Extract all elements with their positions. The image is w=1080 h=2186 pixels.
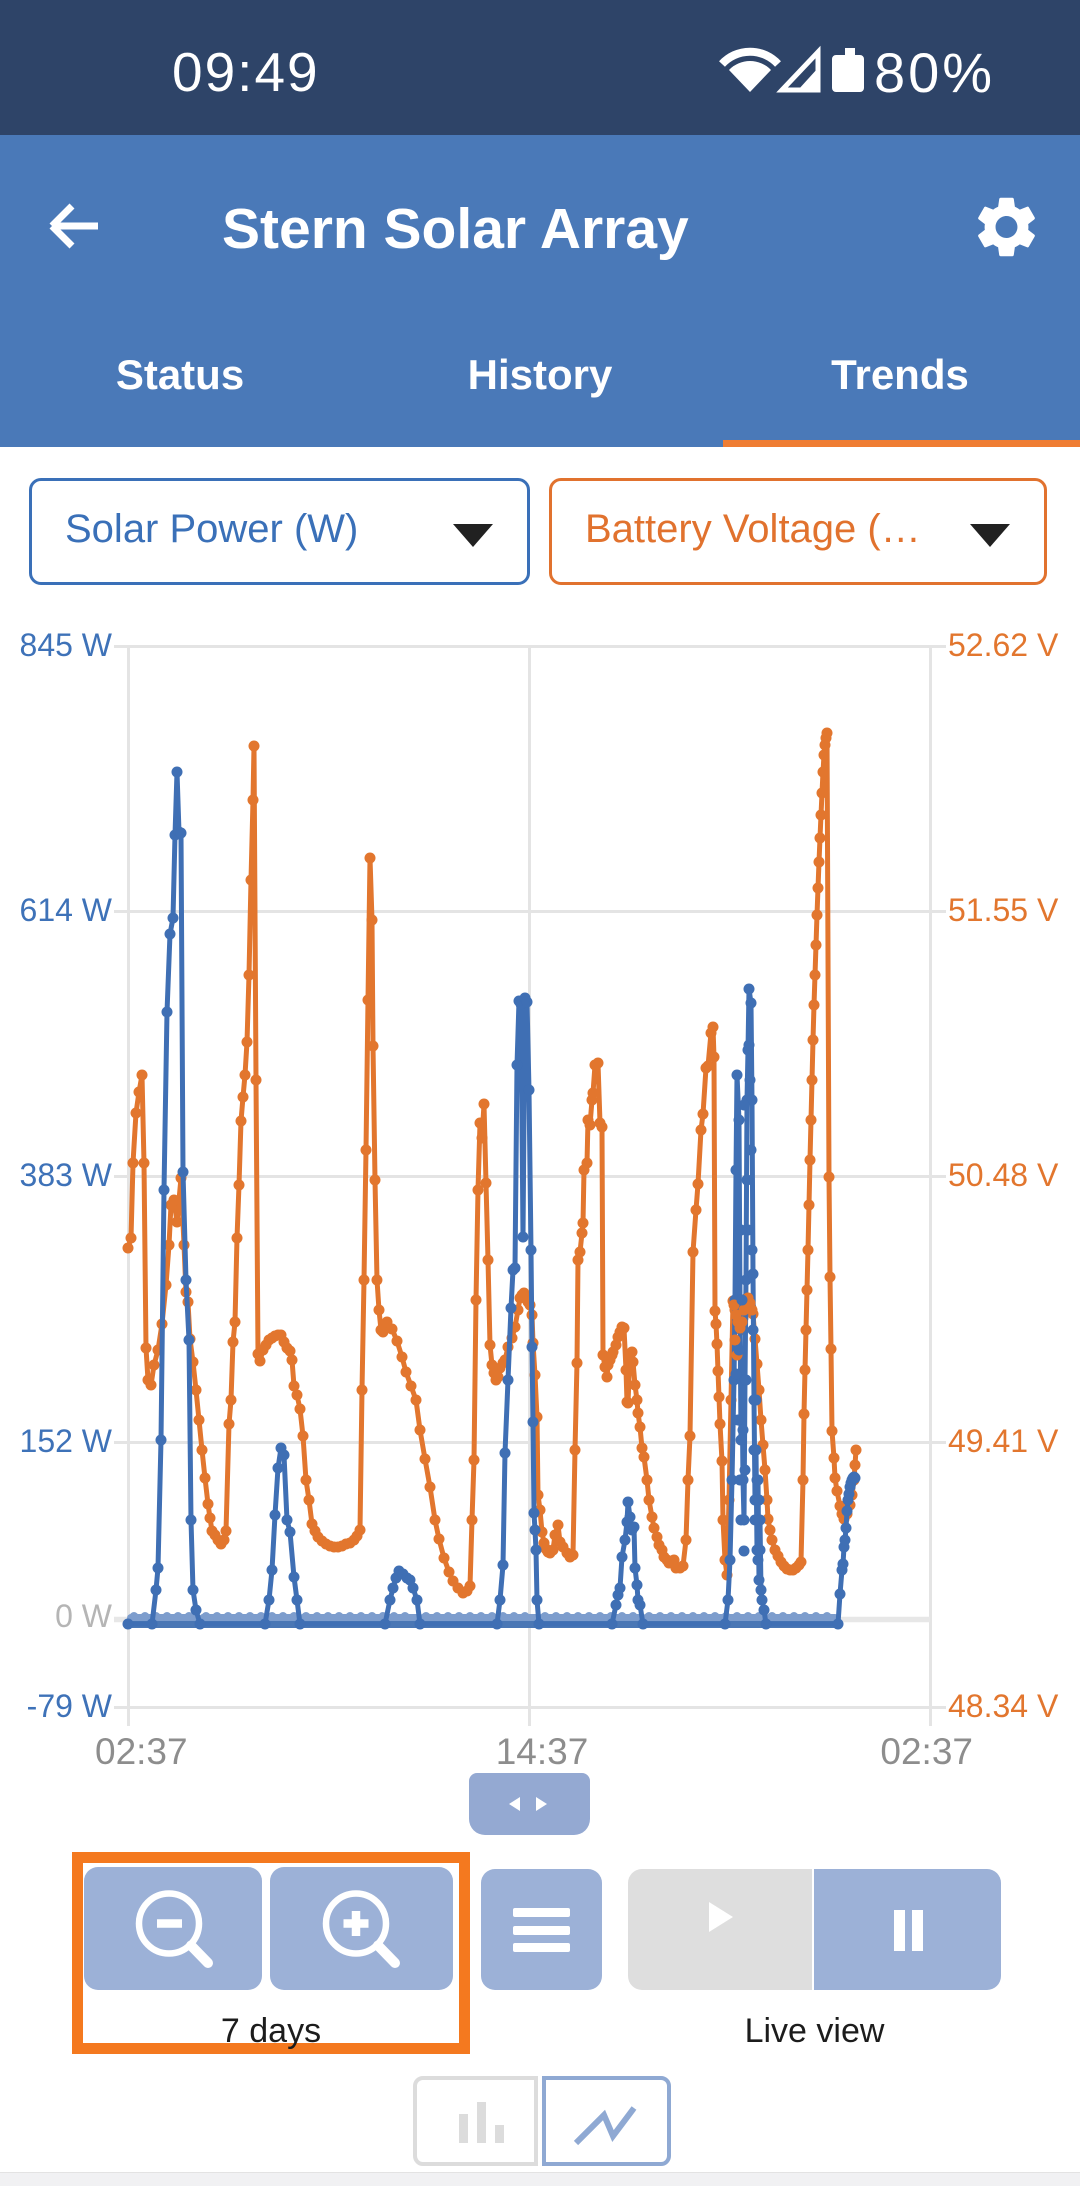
svg-text:02:37: 02:37 [95,1731,188,1772]
svg-text:383 W: 383 W [20,1157,113,1193]
svg-text:50.48 V: 50.48 V [948,1157,1059,1193]
svg-text:614 W: 614 W [20,892,113,928]
svg-text:02:37: 02:37 [880,1731,973,1772]
svg-text:14:37: 14:37 [496,1731,589,1772]
svg-text:-79 W: -79 W [27,1688,113,1724]
svg-text:52.62 V: 52.62 V [948,627,1059,663]
svg-text:51.55 V: 51.55 V [948,892,1059,928]
svg-text:0 W: 0 W [55,1598,113,1634]
svg-text:845 W: 845 W [20,627,113,663]
svg-text:49.41 V: 49.41 V [948,1423,1059,1459]
svg-text:152 W: 152 W [20,1423,113,1459]
svg-text:48.34 V: 48.34 V [948,1688,1059,1724]
